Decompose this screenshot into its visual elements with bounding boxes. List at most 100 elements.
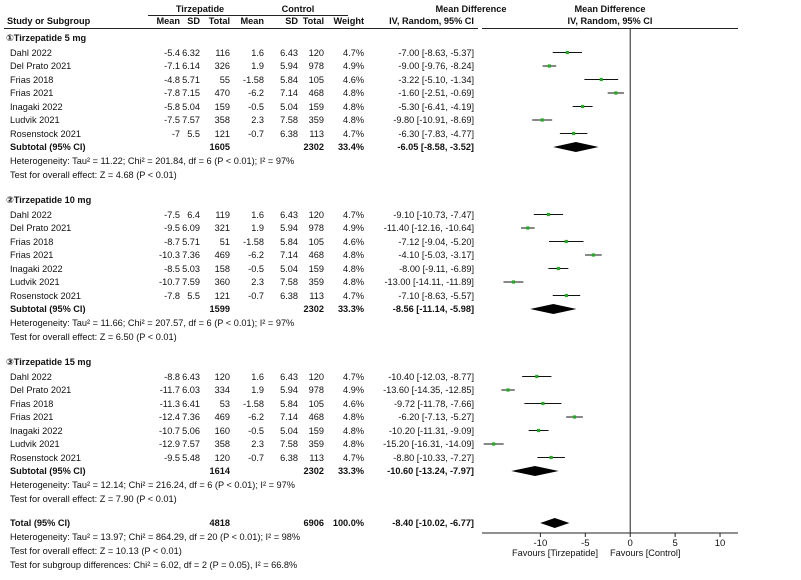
x-tick-label: -10 — [534, 538, 548, 549]
total-label: Total (95% CI) — [10, 518, 71, 528]
study-c-sd: 5.94 — [280, 385, 298, 395]
study-c-n: 113 — [309, 128, 324, 139]
study-ci-text: -13.60 [-14.35, -12.85] — [383, 385, 474, 395]
study-ci-text: -1.60 [-2.51, -0.69] — [398, 88, 474, 98]
plot-method-header: IV, Random, 95% CI — [567, 16, 653, 26]
study-name: Del Prato 2021 — [10, 61, 72, 71]
study-c-mean: 2.3 — [251, 115, 264, 125]
study-c-mean: 1.6 — [251, 209, 264, 220]
study-t-sd: 6.41 — [182, 398, 200, 409]
study-t-n: 358 — [214, 439, 230, 449]
study-c-mean: 1.6 — [251, 47, 264, 58]
subtotal-ci: -8.56 [-11.14, -5.98] — [392, 304, 474, 314]
study-c-sd: 7.14 — [280, 412, 298, 422]
study-t-mean: -7.8 — [164, 88, 180, 98]
study-c-n: 468 — [308, 250, 324, 260]
study-weight: 4.9% — [343, 61, 364, 71]
study-c-n: 159 — [308, 425, 324, 436]
study-t-n: 469 — [214, 412, 230, 422]
study-ci-text: -10.20 [-11.31, -9.09] — [388, 425, 474, 436]
subtotal-weight: 33.3% — [337, 466, 364, 476]
study-t-mean: -7.1 — [164, 61, 180, 71]
study-c-mean: -6.2 — [248, 88, 264, 98]
subtotal-weight: 33.3% — [337, 304, 364, 314]
weight-header: Weight — [333, 16, 364, 26]
point-estimate — [581, 104, 585, 109]
study-t-sd: 7.36 — [182, 412, 200, 422]
point-estimate — [492, 442, 496, 446]
study-t-n: 51 — [219, 236, 230, 247]
total-t-total: 4818 — [209, 518, 230, 528]
study-name: Rosenstock 2021 — [10, 452, 81, 463]
study-ci-text: -6.20 [-7.13, -5.27] — [398, 412, 474, 422]
study-weight: 4.7% — [343, 47, 364, 58]
subtotal-t-total: 1614 — [209, 466, 230, 476]
study-t-sd: 5.71 — [182, 74, 200, 85]
study-c-mean: -0.5 — [248, 101, 264, 112]
study-c-sd: 5.04 — [280, 263, 298, 274]
study-ci-text: -10.40 [-12.03, -8.77] — [388, 371, 474, 382]
study-weight: 4.8% — [343, 277, 364, 287]
study-weight: 4.7% — [343, 452, 364, 463]
study-t-sd: 6.14 — [182, 61, 200, 71]
point-estimate — [549, 455, 553, 460]
subgroup-title-2: ②Tirzepatide 10 mg — [6, 195, 92, 205]
study-t-mean: -5.8 — [164, 101, 180, 112]
study-c-n: 105 — [308, 236, 324, 247]
study-t-sd: 6.43 — [182, 371, 200, 382]
study-ci-text: -13.00 [-14.11, -11.89] — [384, 277, 474, 287]
subtotal-diamond — [553, 142, 599, 152]
study-ci-text: -3.22 [-5.10, -1.34] — [398, 74, 474, 85]
point-estimate — [614, 91, 618, 95]
point-estimate — [526, 226, 530, 230]
study-c-mean: 1.9 — [251, 385, 264, 395]
subtotal-ci: -6.05 [-8.58, -3.52] — [397, 142, 474, 152]
subtotal-label: Subtotal (95% CI) — [10, 304, 86, 314]
study-name: Frias 2018 — [10, 236, 54, 247]
study-c-mean: -0.7 — [248, 128, 264, 139]
point-estimate — [511, 280, 516, 284]
point-estimate — [535, 374, 539, 379]
study-weight: 4.7% — [343, 128, 364, 139]
study-name: Inagaki 2022 — [10, 263, 63, 274]
study-ci-text: -7.00 [-8.63, -5.37] — [398, 47, 474, 58]
plot-column-title: Mean Difference — [574, 4, 646, 14]
t-total-header: Total — [208, 16, 230, 26]
study-t-sd: 7.59 — [182, 277, 200, 287]
study-c-sd: 6.38 — [280, 128, 298, 139]
study-t-n: 321 — [214, 223, 230, 233]
study-ci-text: -15.20 [-16.31, -14.09] — [383, 439, 474, 449]
study-c-sd: 6.43 — [280, 47, 298, 58]
study-t-n: 119 — [215, 209, 230, 220]
subgroup-difference-text: Test for subgroup differences: Chi² = 6.… — [10, 560, 298, 570]
study-ci-text: -9.80 [-10.91, -8.69] — [393, 115, 474, 125]
point-estimate — [540, 118, 544, 122]
total-heterogeneity-text: Heterogeneity: Tau² = 13.97; Chi² = 864.… — [10, 532, 301, 542]
study-t-sd: 6.32 — [182, 47, 200, 58]
study-weight: 4.7% — [343, 290, 364, 301]
study-ci-text: -9.10 [-10.73, -7.47] — [393, 209, 474, 220]
study-name: Del Prato 2021 — [10, 385, 72, 395]
study-c-mean: 1.6 — [251, 371, 264, 382]
study-name: Dahl 2022 — [10, 209, 52, 220]
study-name: Frias 2021 — [10, 250, 54, 260]
study-c-sd: 5.04 — [280, 425, 298, 436]
study-name: Inagaki 2022 — [10, 101, 63, 112]
study-t-mean: -10.3 — [159, 250, 180, 260]
study-t-n: 358 — [214, 115, 230, 125]
overall-effect-text: Test for overall effect: Z = 6.50 (P < 0… — [10, 332, 177, 342]
study-c-mean: -0.7 — [248, 452, 264, 463]
study-weight: 4.7% — [343, 371, 364, 382]
study-c-sd: 7.14 — [280, 88, 298, 98]
study-t-n: 160 — [214, 425, 230, 436]
study-t-sd: 5.04 — [182, 101, 200, 112]
study-t-n: 53 — [219, 398, 230, 409]
study-t-mean: -11.3 — [159, 398, 180, 409]
study-t-sd: 6.03 — [182, 385, 200, 395]
study-ci-text: -11.40 [-12.16, -10.64] — [383, 223, 474, 233]
study-name: Ludvik 2021 — [10, 277, 60, 287]
study-c-n: 359 — [308, 115, 324, 125]
study-weight: 4.8% — [343, 412, 364, 422]
study-t-mean: -10.7 — [159, 425, 180, 436]
